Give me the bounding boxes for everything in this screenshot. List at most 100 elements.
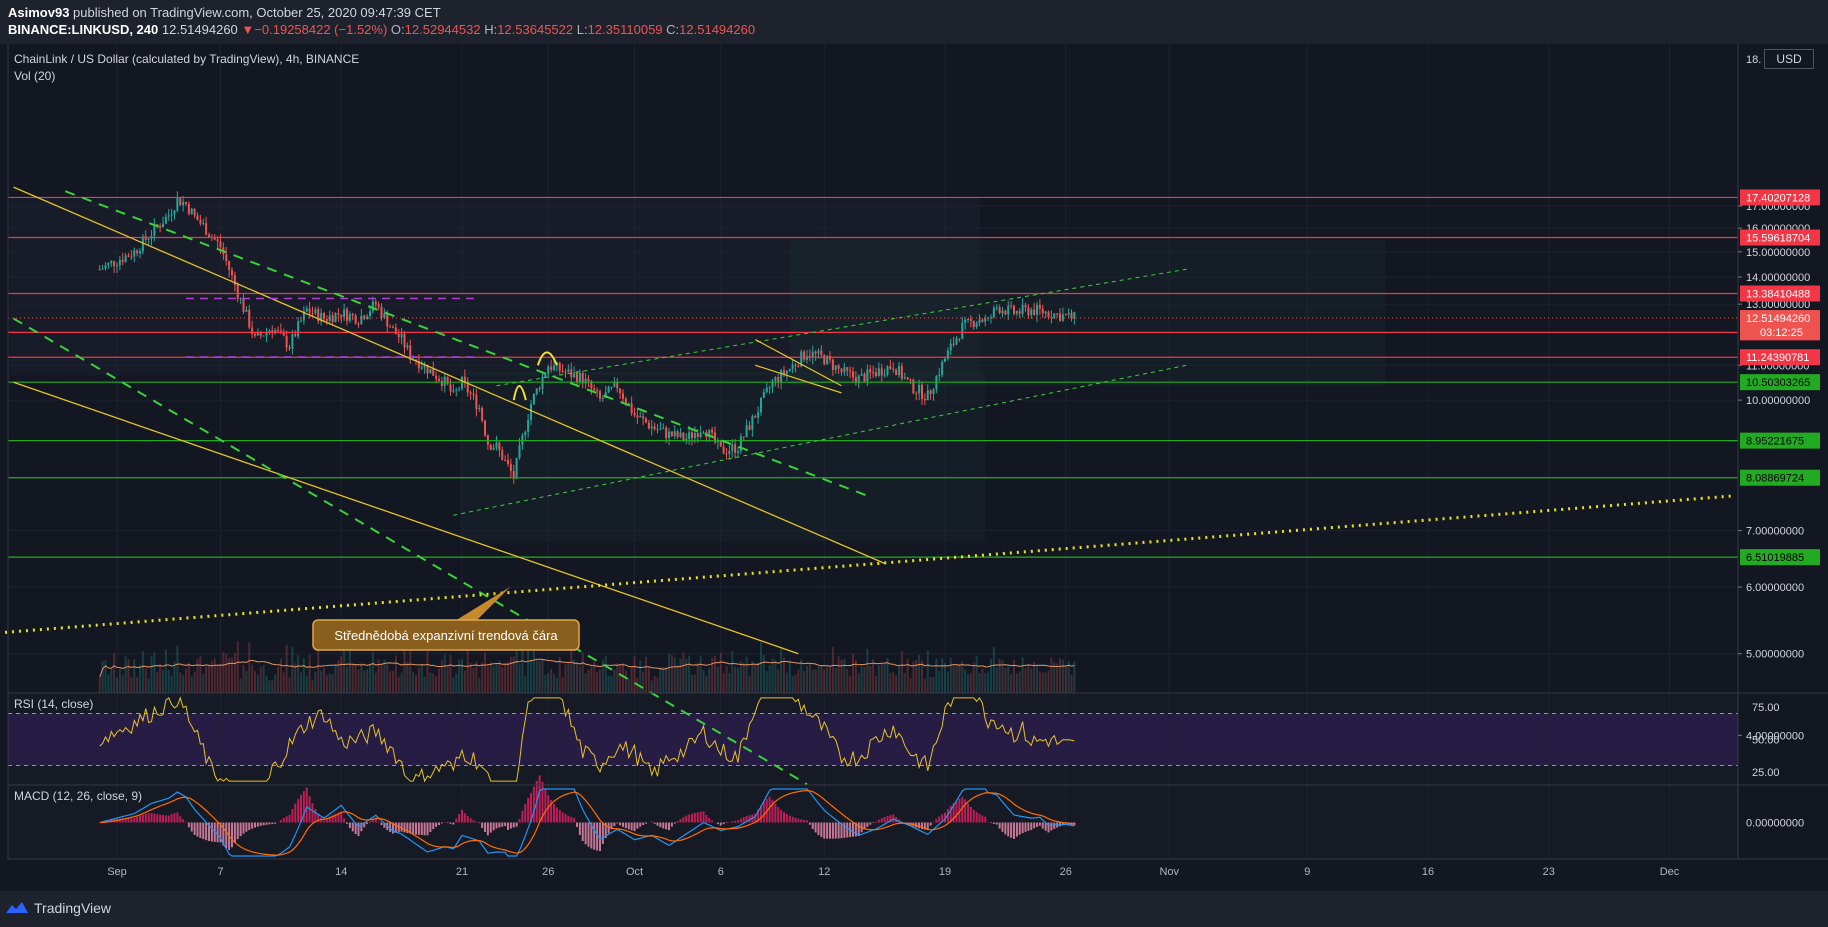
volume-bar [314,671,317,693]
macd-histogram-bar [331,815,334,823]
candle-body [371,301,374,312]
volume-bar [872,659,875,693]
macd-histogram-bar [392,822,394,834]
volume-bar [469,663,472,693]
candle-body [837,365,840,369]
candle-body [1044,311,1047,314]
macd-histogram-bar [354,822,357,834]
candle-body [176,197,179,211]
macd-histogram-bar [389,822,392,833]
volume-bar [529,659,533,693]
macd-histogram-bar [642,822,645,826]
candle-body [679,432,682,438]
resistance-level-label: 15.59618704 [1746,233,1810,245]
volume-bar [895,675,898,693]
candle-body [268,330,271,332]
symbol-label[interactable]: BINANCE:LINKUSD, 240 [8,22,159,37]
macd-histogram-bar [578,822,581,835]
macd-histogram-bar [688,814,691,823]
candle-body [886,366,889,375]
candle-body [98,269,101,271]
candle-body [435,375,438,379]
macd-histogram-bar [216,822,219,843]
candle-body [512,471,515,479]
candle-body [768,387,771,389]
candle-body [1038,304,1041,309]
macd-histogram-bar [880,818,883,823]
candle-body [613,382,616,387]
volume-bar [998,658,1001,693]
macd-histogram-bar [567,815,570,823]
macd-histogram-bar [693,812,696,823]
volume-bar [423,677,426,693]
candle-body [498,442,501,451]
candle-body [429,368,432,374]
macd-histogram-bar [949,805,952,823]
volume-bar [173,661,176,693]
macd-histogram-bar [708,817,711,823]
price-axis-tick: 15.00000000 [1746,247,1810,259]
volume-bar [1012,659,1016,693]
price-axis-tick: 6.00000000 [1746,582,1804,594]
volume-bar [458,659,461,693]
volume-bar [719,652,722,693]
macd-histogram-bar [558,810,561,823]
volume-bar [426,650,429,693]
volume-bar [228,658,231,693]
volume-bar [989,658,993,693]
author-name[interactable]: Asimov93 [8,5,70,20]
volume-bar [777,669,780,693]
macd-histogram-bar [314,809,317,823]
macd-histogram-bar [929,822,932,826]
macd-histogram-bar [159,814,162,823]
volume-bar [397,676,400,693]
currency-label[interactable]: USD [1764,49,1814,69]
volume-bar [207,665,211,693]
macd-histogram-bar [121,818,124,823]
volume-bar [805,665,809,693]
tradingview-brand[interactable]: TradingView [6,900,111,916]
volume-bar [900,651,903,693]
macd-histogram-bar [406,822,409,834]
chart-canvas[interactable]: Střednědobá expanzivní trendová čára 75.… [0,44,1828,891]
candle-body [403,333,406,348]
candle-body [662,427,665,429]
macd-histogram-bar [1044,822,1047,831]
candle-body [958,338,961,340]
volume-bar [909,678,912,693]
macd-histogram-bar [1053,822,1056,829]
candle-body [291,334,294,349]
volume-bar [521,647,524,693]
macd-histogram-bar [127,818,130,823]
publish-info: published on TradingView.com, October 25… [73,5,441,20]
macd-histogram-bar [130,817,133,823]
time-axis-tick: 21 [456,866,468,878]
macd-histogram-bar [466,816,469,823]
macd-histogram-bar [742,817,745,823]
candle-body [915,393,918,395]
volume-bar [509,656,512,693]
volume-bar [570,649,573,693]
macd-histogram-bar [133,817,136,823]
macd-histogram-bar [167,815,170,823]
candle-body [946,350,949,359]
volume-bar [161,669,165,693]
candle-body [943,358,947,362]
volume-bar [935,658,938,693]
candle-body [225,254,228,262]
rsi-line [99,696,1075,783]
volume-bar [429,672,432,693]
volume-bar [590,666,593,693]
volume-bar [851,653,855,693]
volume-bar [345,666,349,693]
macd-histogram-bar [412,822,415,835]
candle-body [308,308,311,313]
macd-histogram-bar [935,818,938,823]
candle-body [383,313,386,318]
volume-bar [394,655,397,693]
candle-body [386,313,389,327]
macd-histogram-bar [205,822,208,841]
rsi-axis-tick: 75.00 [1752,702,1780,714]
candle-body [182,201,185,206]
macd-histogram-bar [768,796,771,823]
